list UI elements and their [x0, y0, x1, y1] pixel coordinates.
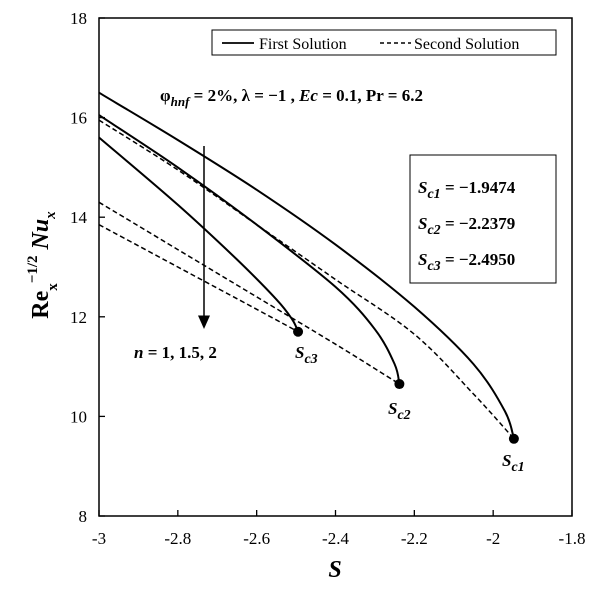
y-axis-ticks: 8 10 12 14 16 18	[70, 9, 105, 526]
y-tick-label: 8	[79, 507, 88, 526]
series-n1-first-solution	[98, 91, 515, 440]
y-tick-label: 18	[70, 9, 87, 28]
x-tick-label: -2.4	[322, 529, 349, 548]
series-n1-second-solution	[98, 119, 515, 440]
x-tick-label: -2.8	[164, 529, 191, 548]
x-axis-ticks: -3 -2.8 -2.6 -2.4 -2.2 -2 -1.8	[92, 510, 586, 548]
critical-sc3: Sc3 = −2.4950	[418, 250, 515, 274]
x-tick-label: -2.2	[401, 529, 428, 548]
legend: First Solution Second Solution	[211, 29, 557, 56]
series-layer	[98, 91, 515, 440]
parameter-annotation: φhnf = 2%, λ = −1 , Ec = 0.1, Pr = 6.2	[160, 86, 423, 109]
x-tick-label: -2.6	[243, 529, 270, 548]
x-tick-label: -2	[486, 529, 500, 548]
critical-box-frame	[409, 154, 557, 284]
label-sc1: Sc1	[502, 451, 525, 475]
n-values-annotation: n = 1, 1.5, 2	[134, 343, 217, 362]
critical-point-sc3	[293, 326, 304, 337]
legend-first-solution: First Solution	[259, 36, 347, 53]
y-tick-label: 16	[70, 109, 87, 128]
series-n1_5-first-solution	[98, 114, 401, 385]
label-sc2: Sc2	[388, 399, 411, 423]
series-n2-second-solution	[98, 224, 299, 333]
x-tick-label: -1.8	[559, 529, 586, 548]
y-tick-label: 14	[70, 208, 88, 227]
legend-second-solution: Second Solution	[414, 36, 519, 53]
y-axis-title: Rex−1/2 Nux	[25, 211, 61, 319]
series-n2-first-solution	[98, 136, 300, 333]
y-tick-label: 12	[70, 308, 87, 327]
critical-sc1: Sc1 = −1.9474	[418, 178, 516, 202]
critical-point-sc1	[508, 433, 519, 444]
series-n1_5-second-solution	[98, 201, 400, 385]
y-tick-label: 10	[70, 407, 87, 426]
label-sc3: Sc3	[295, 343, 318, 367]
critical-sc2: Sc2 = −2.2379	[418, 214, 515, 238]
x-axis-title: S	[328, 557, 341, 583]
critical-point-sc2	[394, 379, 405, 390]
critical-points-layer	[293, 326, 519, 444]
x-tick-label: -3	[92, 529, 106, 548]
critical-values-box: Sc1 = −1.9474 Sc2 = −2.2379 Sc3 = −2.495…	[409, 154, 557, 284]
